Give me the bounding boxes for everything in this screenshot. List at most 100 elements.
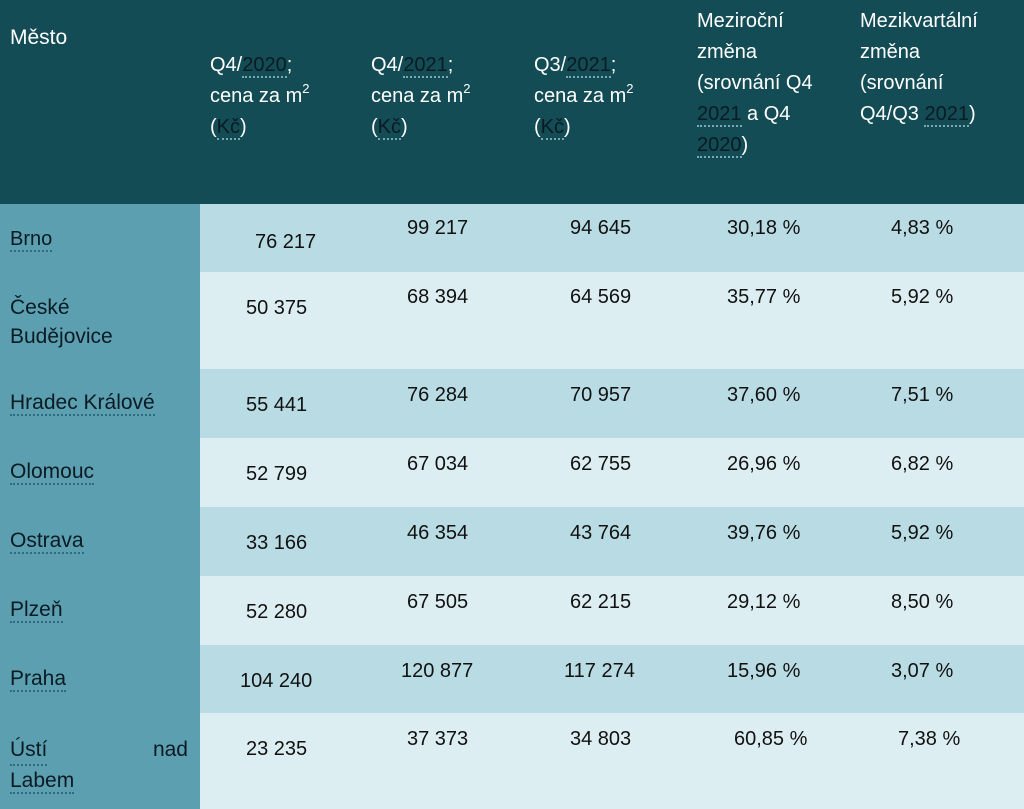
city-link-praha[interactable]: Praha (10, 667, 67, 692)
header-yoy: Meziroční změna (srovnání Q4 2021 a Q4 2… (687, 0, 850, 204)
cell-q3-2021: 43 764 (524, 507, 687, 576)
value-q4-2021: 67 505 (407, 591, 469, 613)
cell-q3-2021: 94 645 (524, 204, 687, 272)
header-q4-2020-unit: cena za m (210, 85, 303, 107)
table-row: Ostrava 33 166 46 354 43 764 39,76 % 5,9… (0, 507, 1024, 576)
header-q3-2021-unit: cena za m (534, 85, 627, 107)
header-q4-2020-close: ) (240, 116, 247, 138)
city-cell: Plzeň (0, 576, 200, 645)
city-link-olomouc[interactable]: Olomouc (10, 460, 95, 485)
header-q3-2021-currency-link[interactable]: Kč (540, 116, 565, 140)
cell-qoq: 5,92 % (850, 507, 1024, 576)
header-q4-2020-suffix: ; (286, 54, 293, 76)
header-q4-2021-suffix: ; (447, 54, 454, 76)
value-q3-2021: 62 755 (570, 453, 632, 475)
value-q4-2021: 120 877 (401, 660, 474, 682)
cell-qoq: 5,92 % (850, 272, 1024, 369)
header-yoy-year-2021-link[interactable]: 2021 (697, 103, 742, 127)
city-link-ostrava[interactable]: Ostrava (10, 529, 84, 554)
city-name-nad: nad (152, 738, 188, 761)
header-q4-2021-sup: 2 (463, 81, 471, 96)
header-city-label: Město (10, 26, 68, 49)
header-q4-2021-currency-link[interactable]: Kč (377, 116, 402, 140)
value-yoy: 15,96 % (727, 660, 801, 682)
header-q4-2021-open: ( (371, 116, 378, 138)
value-q4-2020: 33 166 (246, 532, 308, 554)
header-q4-2021: Q4/2021; cena za m2 (Kč) (361, 0, 524, 204)
header-qoq-close: ) (968, 103, 976, 125)
table-row: Praha 104 240 120 877 117 274 15,96 % 3,… (0, 645, 1024, 713)
cell-qoq: 7,38 % (850, 713, 1024, 809)
value-yoy: 29,12 % (727, 591, 801, 613)
value-q3-2021: 43 764 (570, 522, 632, 544)
header-yoy-line4: a Q4 (741, 103, 791, 125)
cell-q4-2020: 55 441 (200, 369, 361, 438)
header-q4-2021-prefix: Q4/ (371, 54, 404, 76)
city-cell: České Budějovice (0, 272, 200, 369)
city-link-labem[interactable]: Labem (10, 769, 75, 794)
header-qoq-year-2021-link[interactable]: 2021 (924, 103, 969, 127)
value-q3-2021: 94 645 (570, 217, 632, 239)
cell-q4-2020: 50 375 (200, 272, 361, 369)
city-link-plzen[interactable]: Plzeň (10, 598, 63, 623)
city-cell: Brno (0, 204, 200, 272)
header-q4-2021-year-link[interactable]: 2021 (403, 54, 448, 78)
city-cell: Ostrava (0, 507, 200, 576)
cell-q3-2021: 117 274 (524, 645, 687, 713)
header-q3-2021: Q3/2021; cena za m2 (Kč) (524, 0, 687, 204)
value-q4-2021: 46 354 (407, 522, 469, 544)
city-link-brno[interactable]: Brno (10, 228, 53, 252)
city-link-hradec-kralove[interactable]: Hradec Králové (10, 391, 155, 416)
cell-q4-2020: 104 240 (200, 645, 361, 713)
header-qoq-line4: Q4/Q3 (860, 103, 925, 125)
table-row: Brno 76 217 99 217 94 645 30,18 % 4,83 % (0, 204, 1024, 272)
header-q4-2020: Q4/2020; cena za m2 (Kč) (200, 0, 361, 204)
cell-yoy: 15,96 % (687, 645, 850, 713)
value-q4-2020: 52 799 (246, 463, 308, 485)
cell-q4-2021: 37 373 (361, 713, 524, 809)
value-qoq: 4,83 % (891, 217, 954, 239)
value-q3-2021: 117 274 (564, 660, 635, 682)
header-q4-2020-open: ( (210, 116, 217, 138)
header-qoq: Mezikvartální změna (srovnání Q4/Q3 2021… (850, 0, 1024, 204)
value-qoq: 3,07 % (891, 660, 954, 682)
header-row: Město Q4/2020; cena za m2 (Kč) Q4/2021; … (0, 0, 1024, 204)
value-q4-2021: 67 034 (407, 453, 469, 475)
header-q3-2021-year-link[interactable]: 2021 (566, 54, 611, 78)
value-q4-2020: 104 240 (240, 670, 313, 692)
value-q4-2021: 68 394 (407, 286, 469, 308)
header-city: Město (0, 0, 200, 204)
value-q4-2020: 76 217 (255, 231, 317, 253)
value-qoq: 6,82 % (891, 453, 954, 475)
city-name-budejovice: Budějovice (10, 325, 113, 348)
cell-q3-2021: 62 755 (524, 438, 687, 507)
value-q4-2020: 52 280 (246, 601, 308, 623)
value-yoy: 30,18 % (727, 217, 801, 239)
cell-qoq: 7,51 % (850, 369, 1024, 438)
cell-q4-2021: 99 217 (361, 204, 524, 272)
header-yoy-close: ) (741, 134, 749, 156)
city-link-usti[interactable]: Ústí (10, 735, 48, 766)
header-yoy-year-2020-link[interactable]: 2020 (697, 134, 742, 158)
header-qoq-line1: Mezikvartální (860, 10, 978, 32)
header-q3-2021-close: ) (564, 116, 571, 138)
header-qoq-line3: (srovnání (860, 72, 944, 94)
header-q4-2021-unit: cena za m (371, 85, 464, 107)
header-yoy-line1: Meziroční (697, 10, 784, 32)
cell-q3-2021: 34 803 (524, 713, 687, 809)
value-yoy: 39,76 % (727, 522, 801, 544)
cell-q4-2021: 120 877 (361, 645, 524, 713)
header-q4-2020-year-link[interactable]: 2020 (242, 54, 287, 78)
cell-q3-2021: 62 215 (524, 576, 687, 645)
cell-yoy: 30,18 % (687, 204, 850, 272)
cell-yoy: 60,85 % (687, 713, 850, 809)
cell-q4-2020: 52 280 (200, 576, 361, 645)
cell-q4-2021: 67 505 (361, 576, 524, 645)
table-row: Hradec Králové 55 441 76 284 70 957 37,6… (0, 369, 1024, 438)
cell-q4-2020: 23 235 (200, 713, 361, 809)
value-q3-2021: 62 215 (570, 591, 632, 613)
header-q4-2020-currency-link[interactable]: Kč (216, 116, 241, 140)
table-row: Plzeň 52 280 67 505 62 215 29,12 % 8,50 … (0, 576, 1024, 645)
cell-q4-2021: 68 394 (361, 272, 524, 369)
city-cell: Hradec Králové (0, 369, 200, 438)
